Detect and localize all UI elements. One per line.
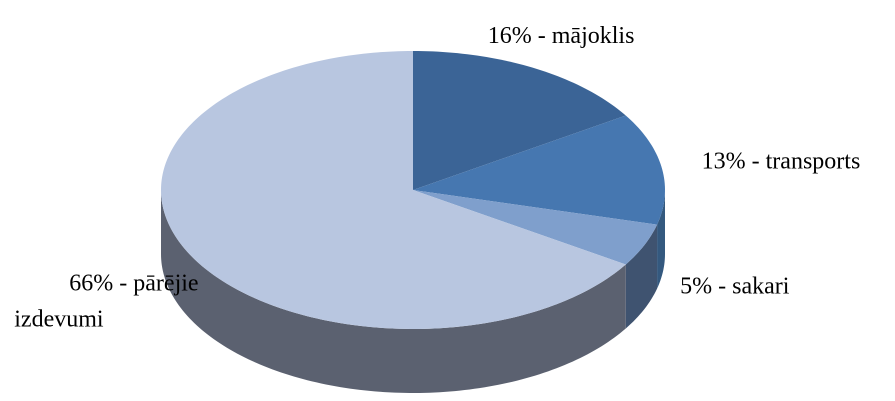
data-label: 13% - transports — [702, 148, 861, 174]
data-label-line: 66% - pārējie — [69, 270, 198, 296]
pie-slice — [413, 115, 665, 225]
data-label: 16% - mājoklis — [488, 23, 635, 49]
pie-slice — [161, 51, 626, 329]
pie-side — [657, 190, 665, 289]
pie-slice — [413, 51, 626, 190]
pie-slice — [413, 190, 658, 265]
data-label: 5% - sakari — [680, 273, 790, 299]
data-label-line: izdevumi — [14, 306, 104, 332]
pie-side — [625, 224, 658, 329]
pie-side — [161, 190, 626, 393]
data-label: 66% - pārējie izdevumi — [14, 270, 198, 332]
